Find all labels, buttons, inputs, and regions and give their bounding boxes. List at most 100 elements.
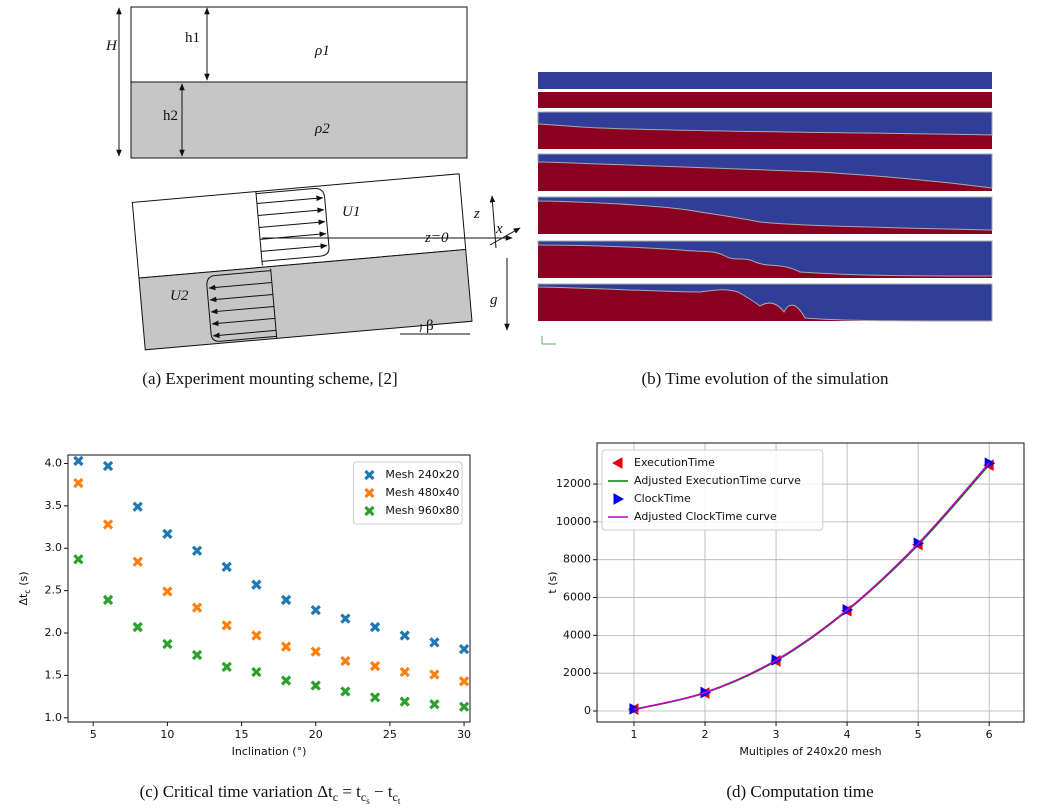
marker	[340, 613, 351, 624]
x-axis-label: Inclination (°)	[232, 745, 307, 758]
line	[633, 462, 990, 711]
caption: (d) Computation time	[726, 782, 873, 801]
caption-part: c	[333, 790, 338, 804]
legend-label: ExecutionTime	[634, 456, 715, 469]
label: U2	[170, 288, 189, 304]
y-axis-label: Δtc (s)	[17, 571, 32, 605]
caption: (b) Time evolution of the simulation	[642, 369, 889, 388]
plot-frame	[67, 454, 471, 723]
marker	[73, 455, 84, 467]
y-axis-label: t (s)	[546, 571, 559, 593]
marker	[132, 501, 143, 512]
marker	[132, 621, 143, 633]
caption-part: s	[366, 796, 370, 806]
x-tick-label: 6	[986, 728, 993, 741]
marker	[429, 637, 440, 648]
marker	[280, 641, 292, 652]
y-tick-label: 4000	[563, 628, 591, 641]
marker	[251, 666, 262, 678]
x-tick-label: 2	[701, 728, 708, 741]
y-axis-label-part: c	[23, 589, 32, 593]
marker	[369, 692, 381, 703]
marker	[399, 630, 410, 641]
marker	[458, 643, 470, 655]
x-tick-label: 5	[915, 728, 922, 741]
marker	[399, 666, 410, 678]
y-tick-label: 2000	[563, 666, 591, 679]
legend-label: Mesh 480x40	[385, 486, 459, 499]
x-tick-label: 25	[383, 728, 397, 741]
label: β	[426, 318, 434, 334]
marker	[191, 602, 203, 613]
y-axis-label-part: (s)	[17, 571, 30, 589]
marker	[73, 477, 84, 489]
marker	[340, 655, 351, 667]
caption-part: − t	[370, 782, 393, 801]
marker	[429, 669, 440, 680]
marker	[102, 519, 114, 530]
caption-part: = t	[338, 782, 361, 801]
marker	[369, 621, 381, 633]
caption-part: (c) Critical time variation Δt	[140, 782, 333, 801]
legend	[352, 461, 463, 525]
y-tick-label: 8000	[563, 553, 591, 566]
diagram-a	[116, 6, 521, 351]
marker	[73, 554, 84, 565]
caption-part: c	[361, 790, 366, 804]
label: ρ2	[314, 121, 330, 137]
legend-label: Mesh 240x20	[385, 468, 459, 481]
marker	[310, 604, 321, 616]
label: z=0	[424, 230, 449, 246]
x-tick-label: 1	[630, 728, 637, 741]
marker	[132, 556, 143, 567]
legend-label: Mesh 960x80	[385, 504, 459, 517]
caption: (a) Experiment mounting scheme, [2]	[142, 369, 397, 388]
x-tick-label: 15	[235, 728, 249, 741]
marker	[162, 638, 173, 650]
marker	[102, 460, 114, 472]
marker	[251, 579, 262, 590]
label: U1	[342, 204, 360, 220]
y-tick-label: 1.0	[45, 711, 63, 724]
marker	[162, 586, 173, 597]
legend-label: ClockTime	[634, 492, 691, 505]
marker	[429, 699, 440, 710]
marker	[458, 676, 470, 687]
marker	[399, 696, 410, 707]
legend-marker	[364, 469, 375, 481]
y-tick-label: 1.5	[45, 668, 63, 681]
x-tick-label: 10	[160, 728, 174, 741]
diagram-a-labels: H h1 h2 ρ1 ρ2 U1 U2 z x z=0 g β	[105, 30, 503, 334]
marker	[191, 649, 203, 661]
legend	[601, 449, 824, 531]
marker	[458, 701, 470, 712]
marker	[221, 661, 232, 673]
y-tick-label: 2.5	[45, 584, 63, 597]
label: g	[490, 292, 498, 308]
x-axis-label: Multiples of 240x20 mesh	[739, 745, 881, 758]
y-tick-label: 3.0	[45, 541, 63, 554]
label: H	[105, 38, 118, 54]
legend-marker	[613, 493, 625, 505]
marker	[280, 594, 292, 606]
legend-marker	[611, 457, 623, 469]
label: h2	[163, 108, 178, 124]
marker	[310, 680, 321, 691]
legend-marker	[364, 505, 375, 517]
x-tick-label: 5	[90, 728, 97, 741]
marker	[369, 660, 381, 672]
x-tick-label: 4	[844, 728, 851, 741]
caption-part: t	[398, 796, 401, 806]
x-tick-label: 30	[457, 728, 471, 741]
marker	[280, 675, 292, 686]
marker	[102, 594, 114, 606]
label: ρ1	[314, 43, 330, 59]
marker	[191, 545, 203, 556]
y-tick-label: 2.0	[45, 626, 63, 639]
y-axis-label-part: Δt	[17, 593, 30, 606]
y-tick-label: 0	[584, 704, 591, 717]
label: z	[473, 206, 480, 222]
legend-marker	[364, 487, 375, 499]
marker	[162, 528, 173, 539]
